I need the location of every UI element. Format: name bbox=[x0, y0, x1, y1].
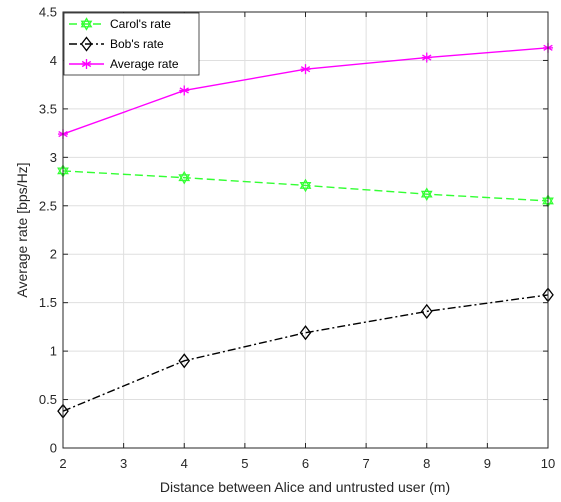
legend-marker-1 bbox=[80, 36, 93, 52]
axis-ticks: 2 3 4 5 6 7 8 9 10 0 0.5 1 1.5 2 2.5 3 3.5 4 4.5 bbox=[39, 5, 555, 472]
x-tick-label: 4 bbox=[181, 456, 188, 471]
y-tick-label: 3 bbox=[50, 150, 57, 165]
data-point-marker bbox=[420, 187, 433, 201]
legend-marker-0-tri-down bbox=[80, 20, 93, 31]
y-tick-label: 2 bbox=[50, 247, 57, 262]
legend-marker-2 bbox=[81, 59, 92, 69]
data-point-marker-tri-down bbox=[299, 182, 312, 193]
legend-label-1: Bob's rate bbox=[110, 37, 164, 51]
data-point-marker-tri-down bbox=[420, 190, 433, 201]
y-tick-label: 1.5 bbox=[39, 295, 57, 310]
data-point-marker-tri-up bbox=[299, 178, 312, 189]
data-point-marker bbox=[420, 303, 433, 319]
legend-marker-0 bbox=[80, 17, 93, 31]
data-point-marker-tri-up bbox=[178, 170, 191, 182]
y-tick-label: 4.5 bbox=[39, 5, 57, 20]
y-tick-label: 1 bbox=[50, 344, 57, 359]
series-line-0 bbox=[62, 170, 549, 202]
x-tick-label: 2 bbox=[59, 456, 66, 471]
data-point-marker bbox=[178, 353, 191, 369]
x-tick-label: 10 bbox=[541, 456, 555, 471]
x-tick-label: 6 bbox=[302, 456, 309, 471]
legend-label-0: Carol's rate bbox=[110, 17, 171, 31]
y-tick-label: 3.5 bbox=[39, 101, 57, 116]
data-point-marker-tri-down bbox=[178, 174, 191, 185]
x-tick-label: 8 bbox=[423, 456, 430, 471]
data-point-marker bbox=[299, 178, 312, 193]
x-axis-label: Distance between Alice and untrusted use… bbox=[160, 479, 450, 495]
y-tick-label: 4 bbox=[50, 53, 57, 68]
data-point-marker bbox=[300, 64, 311, 75]
y-tick-label: 2.5 bbox=[39, 198, 57, 213]
legend-marker-0-tri-up bbox=[80, 17, 93, 28]
y-tick-label: 0.5 bbox=[39, 392, 57, 407]
legend: Carol's rate Bob's rate Average rate bbox=[63, 12, 200, 76]
data-point-marker bbox=[421, 52, 432, 63]
x-tick-label: 7 bbox=[363, 456, 370, 471]
y-tick-label: 0 bbox=[50, 441, 57, 456]
data-point-marker-tri-up bbox=[420, 187, 433, 198]
legend-label-2: Average rate bbox=[110, 57, 179, 71]
data-point-marker bbox=[299, 325, 312, 341]
data-point-marker bbox=[179, 85, 190, 96]
x-tick-label: 5 bbox=[241, 456, 248, 471]
x-tick-label: 9 bbox=[484, 456, 491, 471]
y-axis-label: Average rate [bps/Hz] bbox=[14, 162, 30, 297]
x-tick-label: 3 bbox=[120, 456, 127, 471]
data-point-marker bbox=[178, 170, 191, 185]
series-line-1 bbox=[62, 294, 549, 412]
